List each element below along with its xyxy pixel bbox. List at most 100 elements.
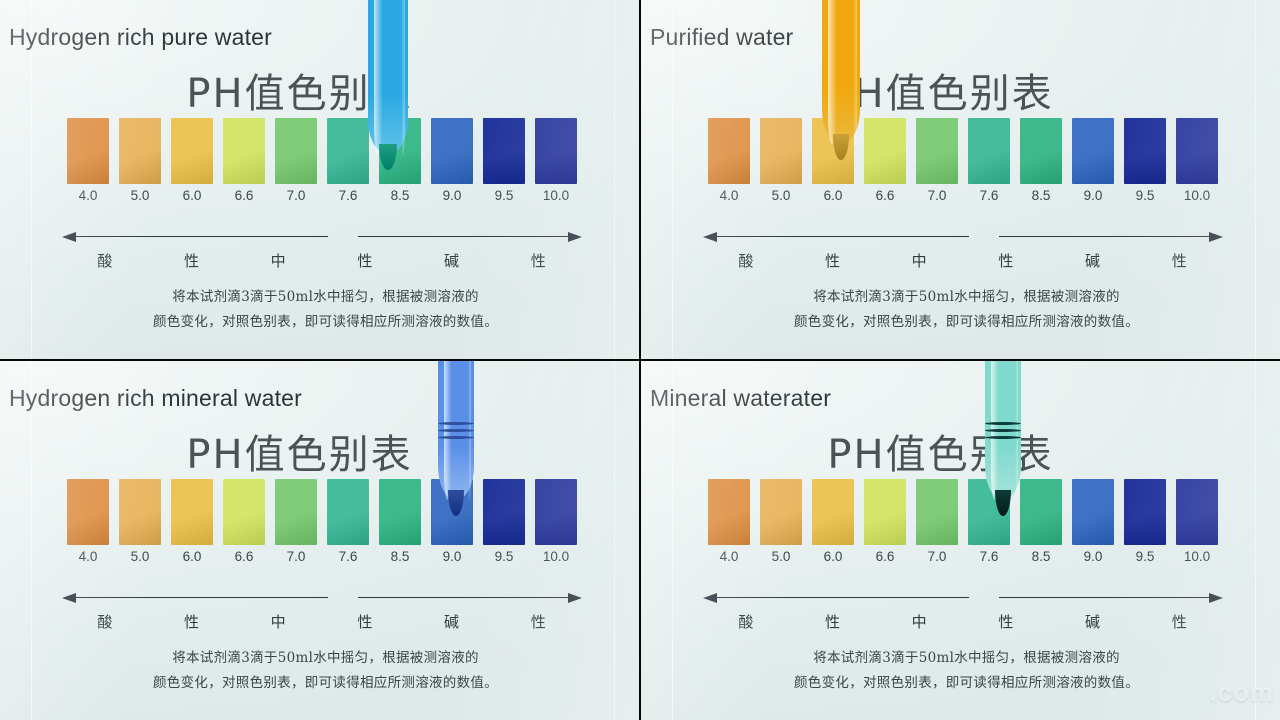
ph-color-swatch xyxy=(916,118,958,184)
ph-color-swatch xyxy=(968,118,1010,184)
ph-swatch-strip: 4.0 5.0 6.0 6.6 7.0 7.6 8.5 9.0 9.5 10.0 xyxy=(703,479,1223,571)
ph-acidity-scale: 酸性中性碱性 xyxy=(703,589,1223,637)
axis-bar-acidic xyxy=(76,236,328,238)
scale-word: 性 xyxy=(184,613,201,631)
ph-swatch-cell: 4.0 xyxy=(703,479,755,571)
ph-swatch-cell: 9.5 xyxy=(478,479,530,571)
ph-swatch-strip: 4.0 5.0 6.0 6.6 7.0 7.6 8.5 9.0 9.5 10.0 xyxy=(62,479,582,571)
arrow-right-icon xyxy=(1209,232,1223,242)
ph-color-swatch xyxy=(67,118,109,184)
ph-value-label: 8.5 xyxy=(390,188,410,203)
ph-swatch-cell: 7.0 xyxy=(911,118,963,210)
ph-color-swatch xyxy=(760,479,802,545)
ph-value-label: 4.0 xyxy=(719,549,739,564)
arrow-left-icon xyxy=(703,232,717,242)
ph-value-label: 9.5 xyxy=(494,188,514,203)
ph-color-swatch xyxy=(431,118,473,184)
ph-swatch-cell: 8.5 xyxy=(1015,118,1067,210)
ph-value-label: 10.0 xyxy=(542,549,570,564)
usage-instructions: 将本试剂滴3滴于50ml水中摇匀，根据被测溶液的 颜色变化，对照色别表，即可读得… xyxy=(40,285,611,335)
scale-word-row: 酸性中性碱性 xyxy=(703,611,1223,632)
ph-color-swatch xyxy=(223,479,265,545)
ph-value-label: 4.0 xyxy=(78,188,98,203)
card-seam-left xyxy=(672,0,673,359)
ph-value-label: 7.6 xyxy=(338,549,358,564)
ph-value-label: 6.0 xyxy=(823,188,843,203)
panel-english-title: Mineral waterater xyxy=(650,385,832,411)
ph-swatch-cell: 7.6 xyxy=(963,118,1015,210)
ph-color-swatch xyxy=(1072,479,1114,545)
usage-instructions: 将本试剂滴3滴于50ml水中摇匀，根据被测溶液的 颜色变化，对照色别表，即可读得… xyxy=(681,646,1252,696)
ph-swatch-cell: 8.5 xyxy=(374,479,426,571)
ph-swatch-cell: 7.0 xyxy=(270,118,322,210)
panel-hydrogen-rich-mineral-water: Hydrogen rich mineral water PH值色别表 4.0 5.… xyxy=(0,361,639,720)
ph-color-swatch xyxy=(327,479,369,545)
scale-axis xyxy=(62,593,582,603)
scale-word-row: 酸性中性碱性 xyxy=(703,250,1223,271)
ph-value-label: 7.6 xyxy=(979,188,999,203)
divider-vertical-bottom xyxy=(639,361,641,720)
ph-swatch-cell: 8.5 xyxy=(1015,479,1067,571)
ph-color-swatch xyxy=(864,479,906,545)
panel-purified-water: Purified water PH值色别表 4.0 5.0 6.0 6.6 7.0 7.6… xyxy=(641,0,1280,359)
scale-word: 性 xyxy=(530,613,547,631)
ph-value-label: 6.0 xyxy=(182,188,202,203)
ph-color-swatch xyxy=(275,118,317,184)
ph-color-swatch xyxy=(483,118,525,184)
instruction-line-1: 将本试剂滴3滴于50ml水中摇匀，根据被测溶液的 xyxy=(813,650,1120,666)
ph-swatch-cell: 8.5 xyxy=(374,118,426,210)
instruction-line-1: 将本试剂滴3滴于50ml水中摇匀，根据被测溶液的 xyxy=(172,650,479,666)
ph-color-swatch xyxy=(275,479,317,545)
ph-swatch-cell: 10.0 xyxy=(1171,479,1223,571)
ph-value-label: 6.6 xyxy=(234,549,254,564)
ph-swatch-cell: 4.0 xyxy=(703,118,755,210)
ph-value-label: 7.0 xyxy=(286,549,306,564)
ph-color-swatch xyxy=(968,479,1010,545)
instruction-line-2: 颜色变化，对照色别表，即可读得相应所测溶液的数值。 xyxy=(794,314,1139,330)
ph-color-swatch xyxy=(535,479,577,545)
ph-value-label: 6.6 xyxy=(875,549,895,564)
arrow-left-icon xyxy=(62,232,76,242)
ph-color-swatch xyxy=(431,479,473,545)
usage-instructions: 将本试剂滴3滴于50ml水中摇匀，根据被测溶液的 颜色变化，对照色别表，即可读得… xyxy=(681,285,1252,335)
ph-swatch-cell: 5.0 xyxy=(755,479,807,571)
scale-word-row: 酸性中性碱性 xyxy=(62,611,582,632)
ph-swatch-cell: 6.0 xyxy=(166,479,218,571)
ph-value-label: 7.0 xyxy=(927,549,947,564)
divider-vertical-top xyxy=(639,0,641,359)
ph-color-swatch xyxy=(171,118,213,184)
axis-bar-acidic xyxy=(76,597,328,599)
ph-swatch-cell: 6.6 xyxy=(218,479,270,571)
ph-color-swatch xyxy=(864,118,906,184)
scale-word: 性 xyxy=(1171,613,1188,631)
ph-color-swatch xyxy=(483,479,525,545)
ph-value-label: 8.5 xyxy=(1031,188,1051,203)
arrow-left-icon xyxy=(703,593,717,603)
ph-value-label: 9.5 xyxy=(1135,549,1155,564)
arrow-right-icon xyxy=(568,232,582,242)
ph-swatch-cell: 10.0 xyxy=(530,479,582,571)
ph-value-label: 9.0 xyxy=(1083,549,1103,564)
scale-word: 性 xyxy=(998,252,1015,270)
scale-word: 中 xyxy=(270,252,287,270)
divider-horizontal xyxy=(0,359,1280,361)
ph-value-label: 9.0 xyxy=(1083,188,1103,203)
scale-word: 性 xyxy=(357,613,374,631)
scale-word: 中 xyxy=(911,613,928,631)
ph-swatch-cell: 10.0 xyxy=(1171,118,1223,210)
ph-color-swatch xyxy=(1124,479,1166,545)
arrow-right-icon xyxy=(568,593,582,603)
ph-swatch-cell: 4.0 xyxy=(62,479,114,571)
ph-value-label: 6.6 xyxy=(234,188,254,203)
panel-chinese-title: PH值色别表 xyxy=(186,432,413,478)
ph-value-label: 8.5 xyxy=(1031,549,1051,564)
scale-axis xyxy=(703,232,1223,242)
ph-color-swatch xyxy=(327,118,369,184)
axis-bar-acidic xyxy=(717,597,969,599)
scale-axis xyxy=(62,232,582,242)
panel-english-title: Hydrogen rich pure water xyxy=(9,24,273,50)
usage-instructions: 将本试剂滴3滴于50ml水中摇匀，根据被测溶液的 颜色变化，对照色别表，即可读得… xyxy=(40,646,611,696)
ph-swatch-cell: 5.0 xyxy=(755,118,807,210)
scale-word: 性 xyxy=(357,252,374,270)
ph-swatch-cell: 5.0 xyxy=(114,479,166,571)
